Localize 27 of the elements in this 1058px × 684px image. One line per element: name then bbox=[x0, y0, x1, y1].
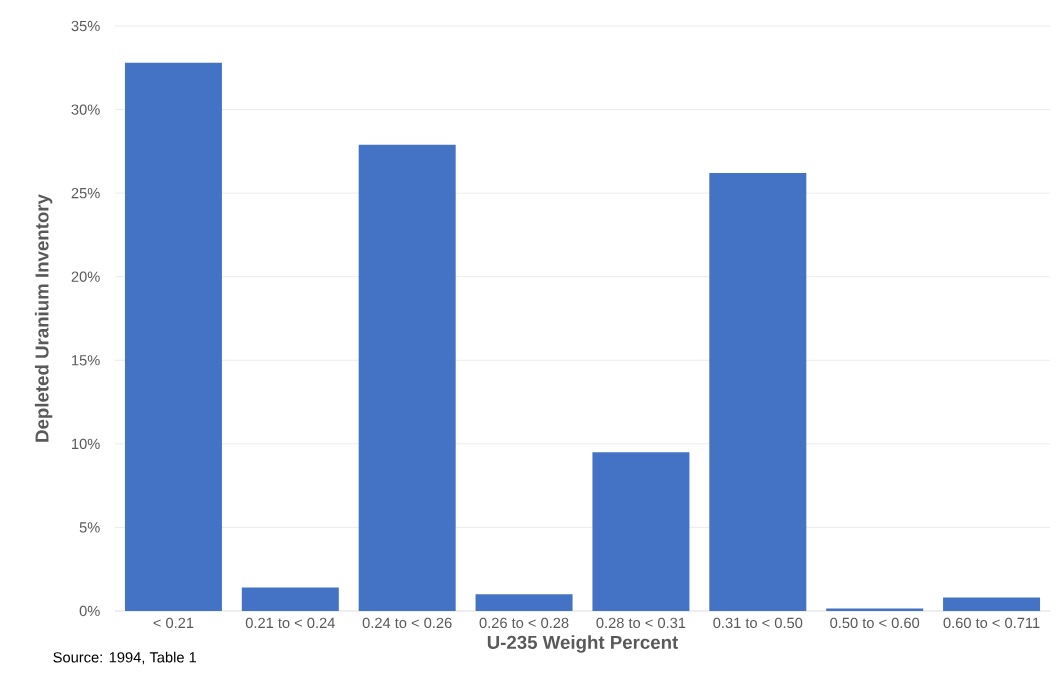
y-tick-label: 0% bbox=[79, 605, 100, 617]
y-tick-label: 35% bbox=[71, 20, 100, 32]
source-note: Source: 1994, Table 1 bbox=[53, 651, 197, 665]
y-tick-label: 25% bbox=[71, 187, 100, 199]
bar bbox=[358, 144, 456, 611]
bar bbox=[943, 597, 1041, 611]
x-tick-label: 0.31 to < 0.50 bbox=[713, 617, 803, 629]
bar bbox=[592, 452, 690, 611]
y-tick-label: 20% bbox=[71, 271, 100, 282]
x-tick-label: 0.50 to < 0.60 bbox=[830, 617, 920, 629]
x-tick-label: 0.60 to < 0.711 bbox=[943, 617, 1040, 629]
x-tick-label: 0.21 to < 0.24 bbox=[245, 617, 335, 629]
y-axis-title: Depleted Uranium Inventory bbox=[34, 194, 53, 442]
bar bbox=[709, 173, 807, 611]
y-tick-label: 15% bbox=[72, 355, 100, 366]
y-tick-label: 5% bbox=[79, 522, 100, 533]
y-tick-label: 30% bbox=[71, 104, 100, 115]
x-tick-label: 0.28 to < 0.31 bbox=[596, 617, 686, 629]
y-tick-label: 10% bbox=[72, 438, 100, 450]
bar bbox=[124, 62, 222, 611]
x-tick-label: 0.24 to < 0.26 bbox=[362, 617, 452, 629]
bar bbox=[241, 587, 339, 611]
x-tick-label: < 0.21 bbox=[153, 617, 194, 629]
x-axis-title: U-235 Weight Percent bbox=[487, 635, 679, 653]
bar bbox=[826, 608, 924, 611]
bar bbox=[475, 594, 573, 611]
x-tick-label: 0.26 to < 0.28 bbox=[479, 617, 569, 629]
